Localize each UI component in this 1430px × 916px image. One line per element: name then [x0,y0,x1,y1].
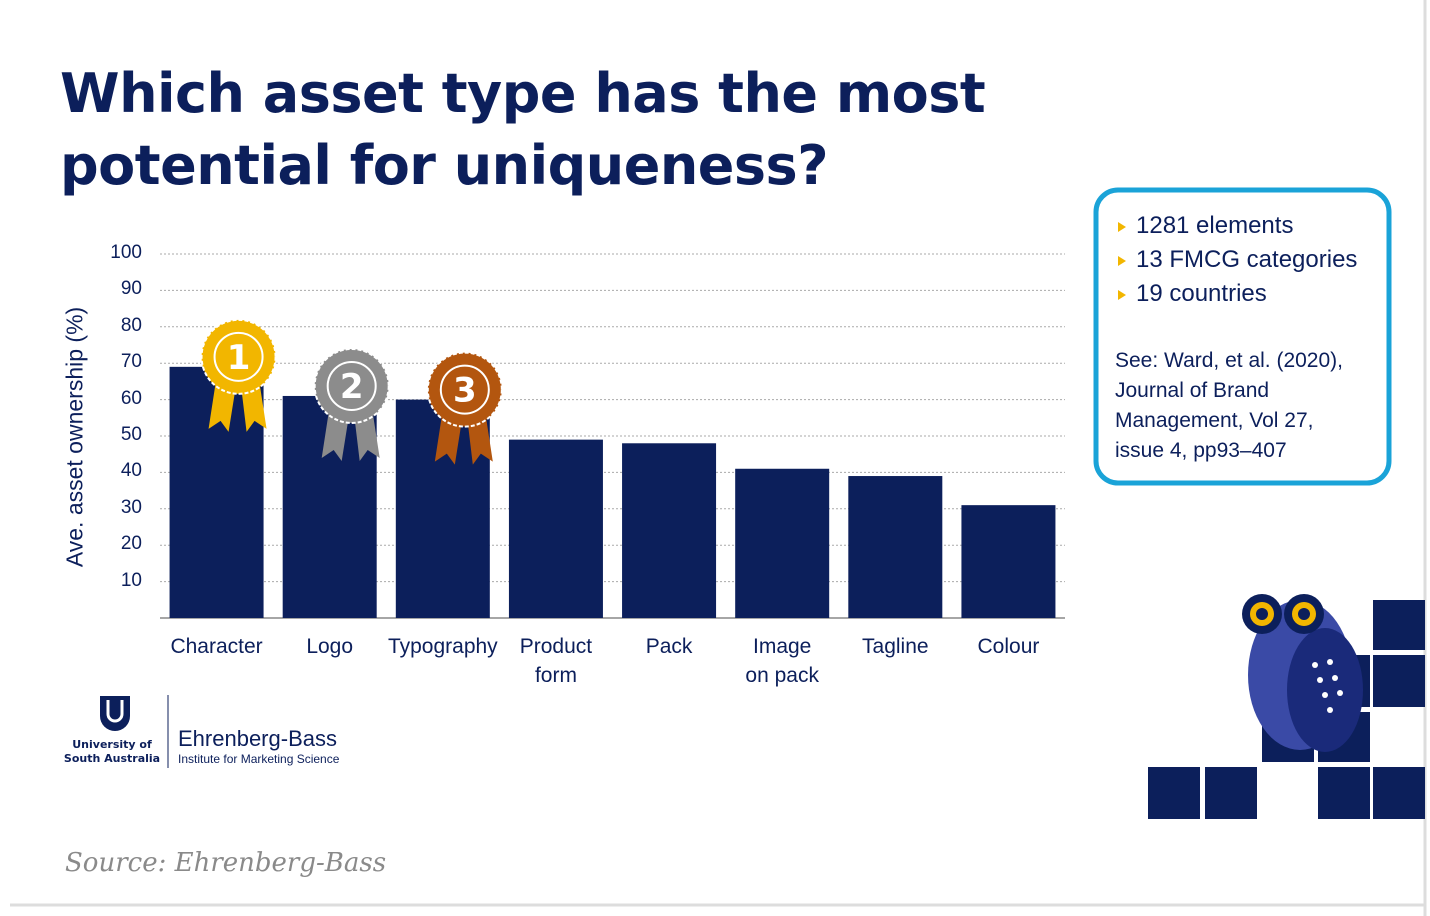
y-tick-label: 30 [120,496,142,518]
y-tick-label: 20 [120,533,142,555]
badge-inner [213,331,264,382]
y-tick-label: 100 [110,242,142,263]
y-tick-label: 60 [120,387,142,409]
badge-rank: 2 [340,367,364,407]
x-tick-label: Image on pack [745,635,819,687]
institute-name: Ehrenberg-Bass [178,726,337,751]
x-tick-label: Typography [387,635,498,658]
institute-subtitle: Institute for Marketing Science [178,752,340,766]
uni-logo [100,695,169,768]
badge-rank: 1 [227,338,251,378]
y-tick-label: 80 [120,314,142,336]
bar [848,476,943,618]
reference: See: Ward, et al. (2020), Journal of Bra… [1115,349,1343,462]
x-tick-label: Pack [645,635,693,658]
x-tick-label: Product form [519,635,593,687]
info-bullet: 13 FMCG categories [1118,246,1357,274]
y-tick-label: 10 [120,569,142,591]
info-bullet: 1281 elements [1118,212,1293,240]
university-name: University of South Australia [63,738,161,765]
badge-rank: 3 [453,371,477,411]
y-tick-label: 50 [120,424,142,445]
source: Source: Ehrenberg-Bass [65,848,387,878]
bar [735,468,830,618]
bar [508,439,603,618]
bar [622,443,717,618]
badge-inner [439,364,490,415]
y-tick-label: 40 [120,460,142,482]
bar [961,505,1056,618]
x-tick-label: Colour [977,635,1040,658]
info-box [1093,187,1392,486]
y-axis-label: Ave. asset ownership (%) [61,306,88,568]
x-tick-label: Logo [306,635,354,658]
y-tick-label: 90 [120,278,142,300]
y-tick-label: 70 [120,351,142,373]
owl [1242,594,1363,752]
badge [200,318,277,395]
badge [313,347,390,424]
x-tick-label: Tagline [862,635,929,658]
badge-inner [326,360,377,411]
x-tick-label: Character [170,635,263,658]
info-bullet: 19 countries [1118,280,1267,308]
badge [426,351,503,428]
chart-title: Which asset type has the most potential … [60,62,986,197]
